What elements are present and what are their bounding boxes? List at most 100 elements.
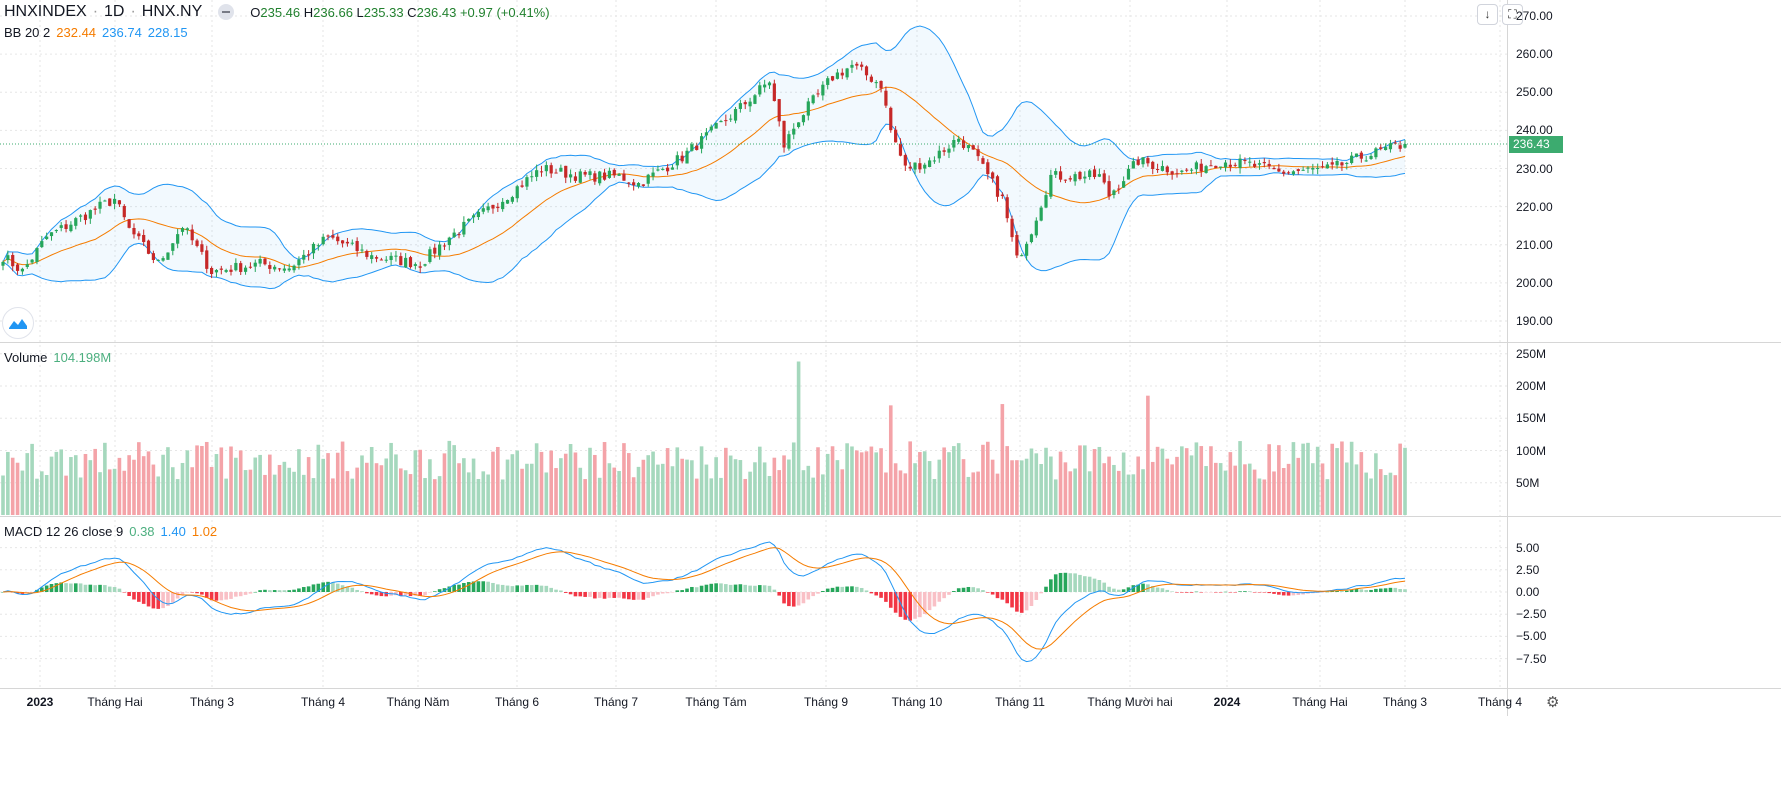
time-tick: Tháng Hai: [87, 695, 143, 709]
macd-histogram-bar: [660, 592, 665, 594]
candle-body: [253, 262, 257, 267]
macd-histogram-bar: [990, 592, 995, 595]
candle-body: [1175, 173, 1179, 175]
candle-body: [510, 197, 514, 202]
macd-histogram-bar: [874, 592, 879, 596]
volume-bar: [248, 469, 253, 515]
volume-bar: [272, 474, 277, 515]
candle-body: [103, 200, 107, 202]
candle-body: [355, 241, 359, 252]
scroll-down-button[interactable]: ↓: [1477, 4, 1498, 25]
macd-histogram-bar: [782, 592, 786, 604]
candle-body: [93, 208, 97, 210]
volume-bar: [646, 455, 651, 515]
macd-histogram-bar: [884, 592, 888, 602]
volume-bar: [331, 478, 335, 515]
volume-bar: [1087, 471, 1092, 515]
volume-bar: [355, 467, 359, 515]
macd-legend[interactable]: MACD 12 26 close 9 0.38 1.40 1.02: [4, 524, 218, 539]
volume-bar: [733, 459, 738, 515]
price-tick: 270.00: [1516, 9, 1553, 23]
macd-histogram-bar: [253, 591, 258, 593]
volume-bar: [6, 451, 10, 515]
time-tick: Tháng 7: [593, 695, 639, 709]
volume-bar: [496, 446, 500, 515]
macd-histogram-bar: [1170, 591, 1174, 592]
volume-bar: [1272, 471, 1276, 515]
symbol-name[interactable]: HNXINDEX: [4, 3, 87, 20]
time-tick: Tháng 3: [189, 695, 235, 709]
candle-body: [219, 268, 223, 270]
bb-legend[interactable]: BB 20 2 232.44 236.74 228.15: [4, 25, 188, 40]
macd-histogram-bar: [428, 592, 432, 593]
volume-bar: [432, 479, 437, 515]
candle-body: [889, 107, 893, 131]
volume-bar: [1209, 446, 1213, 515]
volume-bar: [491, 451, 495, 515]
volume-bar: [1160, 448, 1165, 515]
macd-histogram-bar: [1034, 592, 1039, 600]
volume-bar: [1257, 478, 1262, 515]
volume-bar: [408, 474, 413, 515]
volume-bar: [88, 460, 93, 515]
volume-bar: [869, 446, 874, 515]
candle-body: [467, 218, 471, 222]
candle-body: [1068, 178, 1072, 180]
candle-body: [404, 257, 408, 268]
volume-legend[interactable]: Volume 104.198M: [4, 350, 112, 365]
candle-body: [1316, 168, 1320, 170]
volume-bar: [132, 459, 136, 515]
macd-histogram-bar: [83, 584, 88, 592]
fullscreen-button[interactable]: ⛶: [1502, 4, 1523, 25]
volume-tick: 100M: [1516, 443, 1547, 458]
macd-histogram-bar: [956, 588, 961, 592]
volume-bar: [1238, 441, 1242, 515]
macd-histogram-bar: [437, 589, 442, 592]
macd-histogram-bar: [248, 592, 253, 594]
macd-histogram-bar: [952, 591, 956, 592]
candle-body: [1248, 161, 1252, 163]
volume-bar: [1015, 460, 1019, 515]
macd-histogram-bar: [369, 592, 374, 595]
candle-body: [816, 93, 820, 95]
macd-histogram-bar: [1262, 592, 1267, 593]
candle-body: [243, 267, 248, 272]
candle-body: [860, 64, 864, 67]
volume-bar: [641, 459, 646, 515]
volume-bar: [69, 457, 73, 515]
volume-bar: [631, 477, 636, 515]
volume-bar: [651, 451, 655, 515]
tradingview-logo[interactable]: [2, 307, 34, 339]
price-tick: 190.00: [1516, 314, 1553, 328]
candle-body: [903, 155, 907, 166]
candle-body: [83, 214, 88, 221]
volume-bar: [301, 474, 306, 515]
macd-histogram-bar: [743, 584, 748, 592]
volume-bar: [743, 478, 748, 515]
macd-histogram-bar: [573, 592, 578, 597]
interval[interactable]: 1D: [104, 3, 125, 20]
candle-body: [995, 176, 1000, 197]
macd-histogram-bar: [898, 592, 903, 617]
candle-body: [384, 259, 388, 261]
volume-bar: [54, 451, 59, 515]
macd-histogram-bar: [418, 592, 423, 597]
macd-tick: −2.50: [1516, 607, 1547, 622]
candle-body: [326, 235, 330, 237]
volume-bar: [1136, 456, 1140, 515]
macd-histogram-bar: [1281, 592, 1286, 596]
volume-bar: [612, 467, 617, 515]
volume-bar: [175, 479, 180, 515]
macd-histogram-bar: [1243, 591, 1247, 592]
volume-bar: [369, 447, 374, 515]
collapse-legend-icon[interactable]: [218, 4, 235, 20]
candle-body: [452, 232, 456, 238]
volume-bar: [1107, 456, 1111, 515]
volume-bar: [340, 441, 345, 515]
candle-body: [457, 234, 461, 236]
settings-gear-icon[interactable]: ⚙: [1546, 694, 1560, 711]
macd-histogram-bar: [670, 592, 675, 593]
volume-bar: [816, 447, 820, 515]
volume-bar: [321, 458, 325, 515]
